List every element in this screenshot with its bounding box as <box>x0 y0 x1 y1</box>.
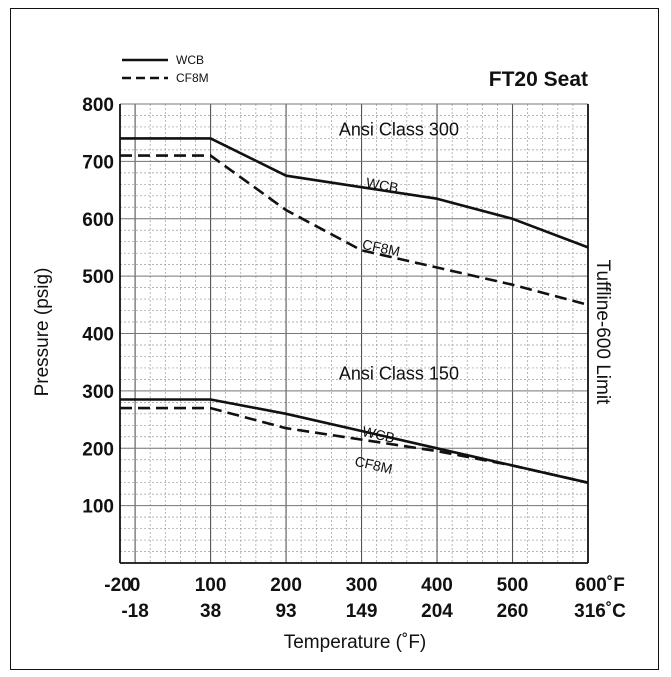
x-tick-label-f: 500 <box>497 575 529 596</box>
x-tick-label-c: 149 <box>346 601 378 622</box>
x-tick-label-c: 204 <box>421 601 453 622</box>
y-tick-label: 300 <box>82 382 114 403</box>
right-limit-label: Tuffline-600 Limit <box>592 260 613 405</box>
series-label: CF8M <box>361 236 402 260</box>
y-tick-label: 100 <box>82 497 114 518</box>
y-tick-label: 200 <box>82 439 114 460</box>
x-tick-label-f: 200 <box>270 575 302 596</box>
y-axis-title: Pressure (psig) <box>32 268 53 397</box>
x-axis-title: Temperature (˚F) <box>284 632 427 653</box>
series-line-cf8m-ansi-class-150 <box>120 406 589 484</box>
series-line-wcb-ansi-class-300 <box>120 137 589 249</box>
y-tick-label: 800 <box>82 95 114 116</box>
y-tick-label: 500 <box>82 267 114 288</box>
group-label: Ansi Class 300 <box>339 120 459 140</box>
annotations: WCB CF8M WCB CF8M Ansi Class 300 Ansi Class 1… <box>339 120 459 477</box>
series-label: WCB <box>365 174 400 195</box>
series-label: CF8M <box>353 453 394 477</box>
series-lines <box>120 137 589 484</box>
x-tick-label-c: -18 <box>121 601 148 622</box>
x-tick-labels-celsius: -18 38 93 149 204 260 316˚C <box>121 601 626 622</box>
group-label: Ansi Class 150 <box>339 363 459 383</box>
y-tick-label: 700 <box>82 152 114 173</box>
x-tick-label-c: 260 <box>497 601 529 622</box>
major-grid <box>120 103 588 563</box>
chart-frame <box>10 8 659 670</box>
series-line-cf8m-ansi-class-300 <box>120 154 589 307</box>
x-tick-label-c: 93 <box>275 601 296 622</box>
legend: WCB CF8M <box>122 53 209 85</box>
legend-cf8m-label: CF8M <box>176 71 209 85</box>
x-tick-labels-fahrenheit: -200 100 200 300 400 500 600˚F <box>104 575 625 596</box>
axis-lines <box>119 104 589 564</box>
y-tick-label: 400 <box>82 325 114 346</box>
series-label: WCB <box>361 423 396 446</box>
x-tick-label-f: 0 <box>130 575 141 596</box>
y-tick-labels: 100 200 300 400 500 600 700 800 <box>82 95 114 518</box>
legend-wcb-label: WCB <box>176 53 204 67</box>
x-tick-label-f: 300 <box>346 575 378 596</box>
series-line-wcb-ansi-class-150 <box>120 398 589 484</box>
x-tick-label-f: 100 <box>195 575 227 596</box>
x-tick-label-f: 400 <box>421 575 453 596</box>
chart-title: FT20 Seat <box>489 68 588 91</box>
x-tick-label-c: 38 <box>200 601 221 622</box>
x-tick-label-f: 600˚F <box>575 575 625 596</box>
y-tick-label: 600 <box>82 210 114 231</box>
x-tick-label-c: 316˚C <box>574 601 626 622</box>
x-tick-label-f: -20 <box>104 575 131 596</box>
